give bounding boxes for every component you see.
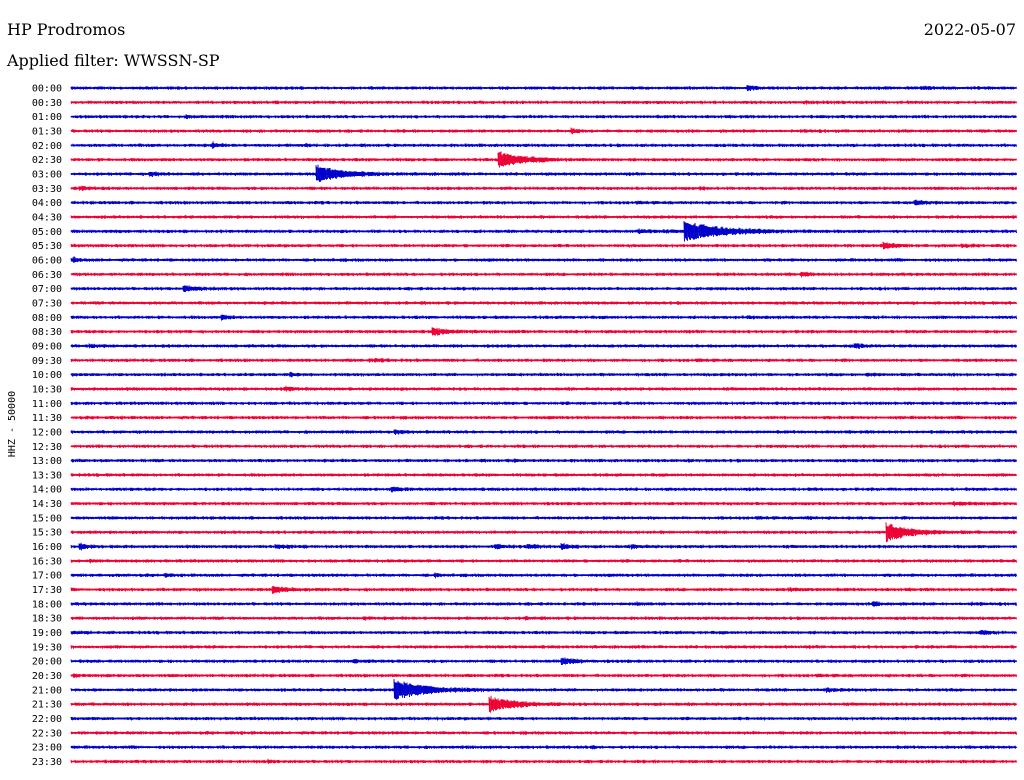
station-title: HP Prodromos	[7, 20, 125, 39]
time-tick-label: 10:00	[32, 370, 62, 381]
filter-label: Applied filter: WWSSN-SP	[6, 51, 220, 70]
time-tick-label: 23:00	[32, 743, 62, 754]
time-tick-label: 03:30	[32, 184, 62, 195]
time-tick-label: 19:30	[32, 642, 62, 653]
time-tick-label: 13:30	[32, 470, 62, 481]
time-tick-label: 17:00	[32, 571, 62, 582]
time-tick-label: 22:00	[32, 714, 62, 725]
time-tick-label: 09:30	[32, 356, 62, 367]
time-tick-label: 12:00	[32, 427, 62, 438]
time-tick-label: 01:30	[32, 126, 62, 137]
trace-rows: 00:00 00:30 01:00 01:30 02:00 02:30 03:00 03:30…	[32, 84, 1017, 768]
time-tick-label: 02:30	[32, 155, 62, 166]
time-tick-label: 08:30	[32, 327, 62, 338]
time-tick-label: 15:30	[32, 528, 62, 539]
time-tick-label: 05:30	[32, 241, 62, 252]
y-axis-label: HHZ - 50000	[7, 391, 18, 457]
time-tick-label: 09:00	[32, 341, 62, 352]
time-tick-label: 06:30	[32, 270, 62, 281]
date-label: 2022-05-07	[924, 20, 1016, 39]
time-tick-label: 21:00	[32, 685, 62, 696]
time-tick-label: 18:00	[32, 599, 62, 610]
time-tick-label: 14:00	[32, 485, 62, 496]
time-tick-label: 07:30	[32, 298, 62, 309]
time-tick-label: 17:30	[32, 585, 62, 596]
time-tick-label: 12:30	[32, 442, 62, 453]
time-tick-label: 07:00	[32, 284, 62, 295]
time-tick-label: 02:00	[32, 141, 62, 152]
time-tick-label: 03:00	[32, 169, 62, 180]
time-tick-label: 16:00	[32, 542, 62, 553]
time-tick-label: 20:30	[32, 671, 62, 682]
time-tick-label: 10:30	[32, 384, 62, 395]
time-tick-label: 18:30	[32, 614, 62, 625]
time-tick-label: 05:00	[32, 227, 62, 238]
time-tick-label: 23:30	[32, 757, 62, 768]
time-tick-label: 13:00	[32, 456, 62, 467]
time-tick-label: 00:00	[32, 84, 62, 95]
time-tick-label: 00:30	[32, 98, 62, 109]
time-tick-label: 08:00	[32, 313, 62, 324]
time-tick-label: 19:00	[32, 628, 62, 639]
time-tick-label: 20:00	[32, 657, 62, 668]
time-tick-label: 15:00	[32, 513, 62, 524]
time-tick-label: 04:00	[32, 198, 62, 209]
time-tick-label: 06:00	[32, 255, 62, 266]
time-tick-label: 16:30	[32, 556, 62, 567]
time-tick-label: 11:30	[32, 413, 62, 424]
time-tick-label: 22:30	[32, 728, 62, 739]
time-tick-label: 04:30	[32, 212, 62, 223]
time-tick-label: 11:00	[32, 399, 62, 410]
time-tick-label: 14:30	[32, 499, 62, 510]
time-tick-label: 01:00	[32, 112, 62, 123]
time-tick-label: 21:30	[32, 700, 62, 711]
